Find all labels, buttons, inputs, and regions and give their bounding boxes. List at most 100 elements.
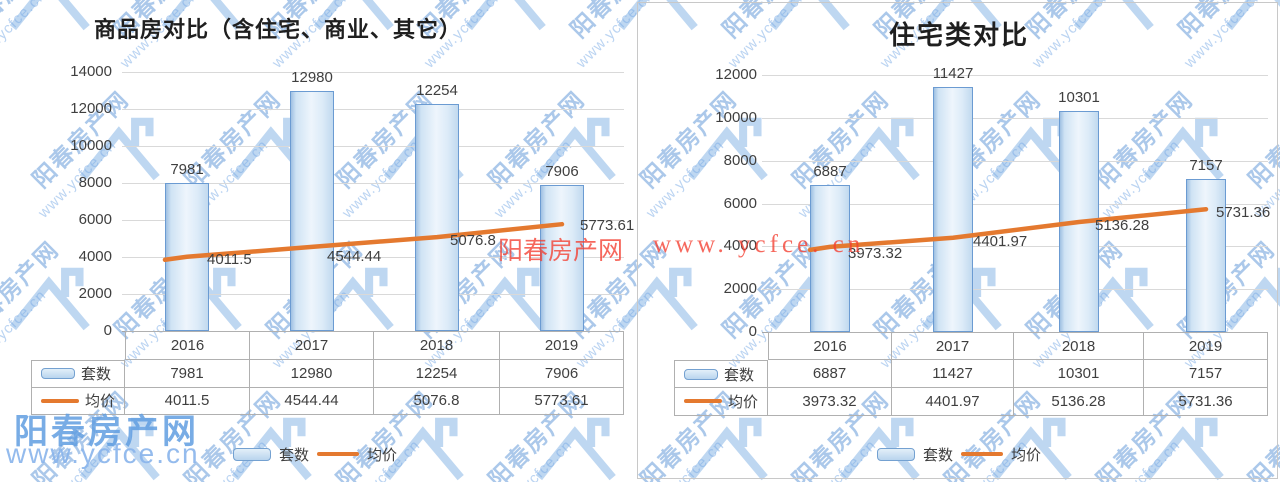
gridline xyxy=(762,117,1268,119)
site-logo-brand: 阳春房产网 xyxy=(14,413,199,451)
table-series-key-cell: 均价 xyxy=(674,388,768,416)
gridline xyxy=(122,183,624,184)
table-value-cell: 6887 xyxy=(768,360,892,388)
y-axis-tick-label: 4000 xyxy=(723,237,757,255)
y-axis-tick-label: 6000 xyxy=(78,211,112,228)
y-axis-tick-label: 6000 xyxy=(723,194,757,212)
table-series-name: 均价 xyxy=(728,393,759,411)
house-roof-watermark-icon xyxy=(839,417,920,481)
house-roof-watermark-icon xyxy=(1143,117,1224,181)
house-roof-watermark-icon xyxy=(465,0,546,31)
line-value-label: 4011.5 xyxy=(207,250,252,268)
y-axis-tick-label: 12000 xyxy=(715,66,757,83)
house-roof-watermark-icon xyxy=(1073,0,1154,31)
line-value-label: 5773.61 xyxy=(580,217,635,235)
site-logo-url: www.ycfce.cn xyxy=(6,438,200,469)
table-value-cell: 10301 xyxy=(1014,360,1144,388)
table-bar-swatch xyxy=(41,368,75,379)
table-series-name: 套数 xyxy=(81,366,112,383)
bar-legend-label: 套数 xyxy=(279,446,310,464)
y-axis-tick-label: 2000 xyxy=(723,280,757,298)
table-year-cell: 2017 xyxy=(892,332,1014,360)
house-roof-watermark-icon xyxy=(231,417,312,481)
table-line-swatch xyxy=(684,399,722,404)
table-value-cell: 5136.28 xyxy=(1014,388,1144,416)
y-axis-tick-label: 14000 xyxy=(70,63,112,80)
red-watermark-brand: 阳春房产网 xyxy=(498,238,624,265)
house-roof-watermark-icon xyxy=(991,417,1072,481)
bar-value-label: 6887 xyxy=(813,162,847,180)
table-value-cell: 4011.5 xyxy=(125,387,250,415)
left-chart-legend: 套数 均价 xyxy=(233,445,398,464)
y-axis-tick-label: 12000 xyxy=(70,100,112,117)
table-value-cell: 12254 xyxy=(374,359,500,388)
gridline xyxy=(122,109,624,110)
house-roof-watermark-icon xyxy=(839,117,920,181)
gridline xyxy=(122,72,624,73)
line-value-label: 5731.36 xyxy=(1216,204,1271,222)
line-legend-label: 均价 xyxy=(367,446,398,464)
bar-legend-swatch xyxy=(233,447,271,461)
house-roof-watermark-icon xyxy=(1143,417,1224,481)
right-chart-legend: 套数 均价 xyxy=(877,445,1042,464)
line-value-label: 5136.28 xyxy=(1095,216,1150,234)
gridline xyxy=(762,289,1268,291)
line-value-label: 4401.97 xyxy=(973,232,1028,250)
table-year-cell: 2016 xyxy=(125,331,250,360)
house-roof-watermark-icon xyxy=(79,417,160,481)
bar-2017 xyxy=(290,90,334,331)
gridline xyxy=(762,203,1268,205)
table-series-key-cell: 套数 xyxy=(31,359,125,388)
bar-2018 xyxy=(415,104,459,331)
table-value-cell: 4401.97 xyxy=(892,388,1014,416)
table-series-key-cell: 套数 xyxy=(674,360,768,388)
table-line-swatch xyxy=(41,398,79,403)
table-series-name: 均价 xyxy=(85,393,116,411)
bar-value-label: 7981 xyxy=(170,161,204,179)
bar-value-label: 12254 xyxy=(416,82,458,100)
right-panel-border xyxy=(637,2,1278,479)
table-series-name: 套数 xyxy=(724,366,755,384)
bar-2017 xyxy=(933,87,973,332)
table-year-cell: 2019 xyxy=(1144,332,1268,360)
bar-2019 xyxy=(1186,178,1226,332)
house-roof-watermark-icon xyxy=(535,117,616,181)
house-roof-watermark-icon xyxy=(617,267,698,331)
house-roof-watermark-icon xyxy=(383,417,464,481)
y-axis-tick-label: 8000 xyxy=(723,151,757,169)
house-roof-watermark-icon xyxy=(535,417,616,481)
house-roof-watermark-icon xyxy=(161,0,242,31)
bar-value-label: 7906 xyxy=(545,162,579,180)
y-axis-tick-label: 0 xyxy=(103,322,112,339)
house-roof-watermark-icon xyxy=(769,0,850,31)
house-roof-watermark-icon xyxy=(9,267,90,331)
table-year-cell: 2016 xyxy=(768,332,892,360)
table-year-cell: 2018 xyxy=(1014,332,1144,360)
red-watermark-url: www. ycfce. cn xyxy=(653,231,865,258)
y-axis-tick-label: 10000 xyxy=(715,108,757,126)
line-value-label: 3973.32 xyxy=(848,244,903,262)
table-value-cell: 4544.44 xyxy=(250,387,374,415)
right-chart-title: 住宅类对比 xyxy=(888,21,1029,50)
table-value-cell: 7157 xyxy=(1144,360,1268,388)
bar-legend-label: 套数 xyxy=(923,446,954,464)
line-legend-label: 均价 xyxy=(1011,446,1042,464)
gridline xyxy=(122,220,624,221)
bar-value-label: 7157 xyxy=(1189,156,1223,174)
house-roof-watermark-icon xyxy=(1225,0,1280,31)
table-value-cell: 7981 xyxy=(125,359,250,388)
house-roof-watermark-icon xyxy=(1225,267,1280,331)
table-year-cell: 2017 xyxy=(250,331,374,360)
house-roof-watermark-icon xyxy=(687,117,768,181)
line-value-label: 5076.8 xyxy=(450,232,496,250)
house-roof-watermark-icon xyxy=(921,0,1002,31)
house-roof-watermark-icon xyxy=(9,0,90,31)
table-value-cell: 3973.32 xyxy=(768,388,892,416)
bar-value-label: 12980 xyxy=(291,68,333,86)
gridline xyxy=(122,146,624,147)
line-legend-swatch xyxy=(961,452,1004,456)
table-series-key-cell: 均价 xyxy=(31,387,125,415)
y-axis-tick-label: 2000 xyxy=(78,285,112,302)
table-value-cell: 5731.36 xyxy=(1144,388,1268,416)
y-axis-tick-label: 4000 xyxy=(78,248,112,265)
